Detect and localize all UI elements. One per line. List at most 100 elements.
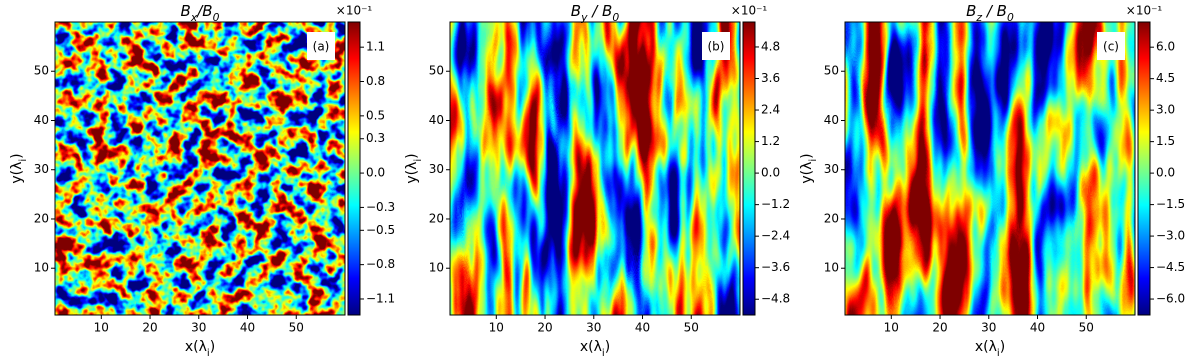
x-axis-label: x(λi) <box>580 339 610 359</box>
y-tick-label: 40 <box>34 113 49 127</box>
text-piece: i <box>997 348 1000 359</box>
colorbar <box>742 21 756 316</box>
text-piece: x(λ <box>580 339 602 355</box>
y-tick-label: 20 <box>34 211 49 225</box>
x-tick-label: 40 <box>1030 321 1045 335</box>
text-piece: ) <box>1000 339 1005 355</box>
y-tick-label: 10 <box>824 261 839 275</box>
panel-label: (c) <box>1097 32 1125 60</box>
y-tick-label: 40 <box>824 113 839 127</box>
x-tick-label: 30 <box>981 321 996 335</box>
colorbar-tick-label: −2.4 <box>761 229 790 243</box>
colorbar-tick-label: −4.8 <box>761 292 790 306</box>
text-piece: y(λ <box>9 162 25 184</box>
y-tick-label: 10 <box>429 261 444 275</box>
colorbar-tick-label: 3.0 <box>1156 103 1175 117</box>
text-piece: z <box>975 11 982 24</box>
text-piece: i <box>207 348 210 359</box>
x-tick-label: 50 <box>684 321 699 335</box>
panel-label-text: (b) <box>708 40 725 54</box>
chart-title: Bx/B0 <box>181 2 220 24</box>
colorbar-tick-label: 0.5 <box>366 108 385 122</box>
colorbar-tick-label: 0.3 <box>366 131 385 145</box>
text-piece: ) <box>799 153 815 158</box>
y-axis-label: y(λi) <box>404 153 424 183</box>
text-piece: i <box>413 159 424 162</box>
x-tick-label: 40 <box>635 321 650 335</box>
colorbar-label: ×10⁻¹ <box>1126 4 1163 18</box>
x-tick-label: 20 <box>932 321 947 335</box>
x-tick-label: 40 <box>240 321 255 335</box>
colorbar-tick-label: −6.0 <box>1156 292 1185 306</box>
y-tick-label: 30 <box>824 162 839 176</box>
colorbar-tick-label: −4.5 <box>1156 260 1185 274</box>
colorbar-tick-label: 0.0 <box>1156 166 1175 180</box>
x-tick-label: 50 <box>1079 321 1094 335</box>
colorbar-tick-label: 3.6 <box>761 71 780 85</box>
y-tick-label: 50 <box>429 64 444 78</box>
colorbar-tick-label: 1.1 <box>366 40 385 54</box>
y-tick-label: 20 <box>429 211 444 225</box>
panel-label: (a) <box>307 32 335 60</box>
y-tick-label: 40 <box>429 113 444 127</box>
text-piece: B <box>571 2 581 20</box>
text-piece: x <box>190 11 198 24</box>
chart-title: Bz / B0 <box>966 2 1014 24</box>
text-piece: y(λ <box>404 162 420 184</box>
x-tick-label: 30 <box>586 321 601 335</box>
colorbar-tick-label: −3.6 <box>761 260 790 274</box>
text-piece: B <box>181 2 191 20</box>
x-tick-label: 10 <box>884 321 899 335</box>
colorbar-tick-label: 1.5 <box>1156 134 1175 148</box>
text-piece: 0 <box>612 11 619 24</box>
text-piece: i <box>808 159 819 162</box>
colorbar-tick-label: −0.8 <box>366 257 395 271</box>
colorbar <box>1137 21 1151 316</box>
text-piece: ) <box>210 339 215 355</box>
colorbar-tick-label: 6.0 <box>1156 40 1175 54</box>
colorbar-tick-label: 4.8 <box>761 39 780 53</box>
colorbar-tick-label: −3.0 <box>1156 229 1185 243</box>
y-tick-label: 30 <box>34 162 49 176</box>
panel-label: (b) <box>702 32 730 60</box>
text-piece: ) <box>404 153 420 158</box>
heatmap-field <box>450 22 740 315</box>
x-axis-label: x(λi) <box>975 339 1005 359</box>
heatmap-field <box>845 22 1135 315</box>
x-tick-label: 30 <box>191 321 206 335</box>
text-piece: i <box>18 159 29 162</box>
chart-title: By / B0 <box>571 2 620 24</box>
panel-label-box <box>307 32 335 60</box>
colorbar <box>347 21 361 316</box>
text-piece: ) <box>9 153 25 158</box>
colorbar-tick-label: 0.0 <box>761 166 780 180</box>
text-piece: B <box>966 2 976 20</box>
y-tick-label: 50 <box>34 64 49 78</box>
colorbar-tick-label: 0.0 <box>366 166 385 180</box>
x-tick-label: 20 <box>142 321 157 335</box>
colorbar-tick-label: 1.2 <box>761 134 780 148</box>
colorbar-tick-label: −1.5 <box>1156 197 1185 211</box>
colorbar-tick-label: −1.1 <box>366 291 395 305</box>
y-axis-label: y(λi) <box>799 153 819 183</box>
text-piece: /B <box>195 2 212 20</box>
colorbar-tick-label: −1.2 <box>761 197 790 211</box>
panel-label-text: (c) <box>1103 40 1119 54</box>
text-piece: 0 <box>1007 11 1014 24</box>
text-piece: y <box>580 11 588 24</box>
y-axis-label: y(λi) <box>9 153 29 183</box>
text-piece: 0 <box>213 11 220 24</box>
colorbar-tick-label: 2.4 <box>761 103 780 117</box>
colorbar-tick-label: −0.3 <box>366 200 395 214</box>
plot-frame <box>449 21 741 316</box>
panel-label-text: (a) <box>313 40 330 54</box>
x-tick-label: 20 <box>537 321 552 335</box>
y-tick-label: 30 <box>429 162 444 176</box>
colorbar-tick-label: 0.8 <box>366 74 385 88</box>
text-piece: / B <box>587 2 612 20</box>
y-tick-label: 10 <box>34 261 49 275</box>
text-piece: i <box>602 348 605 359</box>
colorbar-label: ×10⁻¹ <box>336 4 373 18</box>
text-piece: x(λ <box>975 339 997 355</box>
